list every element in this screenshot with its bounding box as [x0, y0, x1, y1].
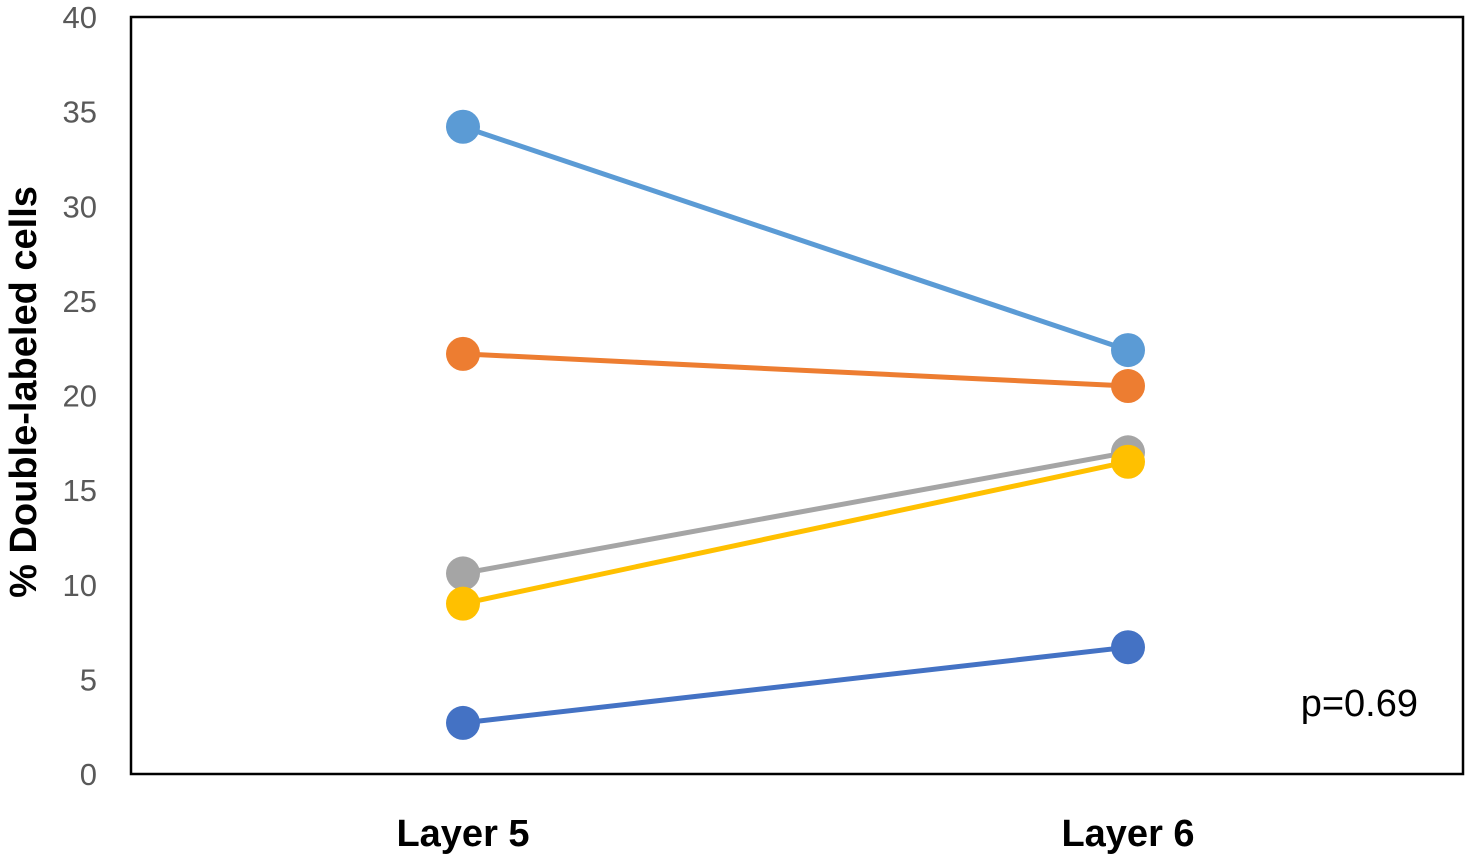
y-tick-label: 10 [63, 568, 97, 603]
p-value-annotation: p=0.69 [1301, 683, 1418, 725]
y-axis-title: % Double-labeled cells [3, 186, 45, 598]
y-tick-label: 25 [63, 284, 97, 319]
y-tick-label: 0 [80, 757, 97, 792]
y-tick-label: 20 [63, 379, 97, 414]
data-point [1111, 630, 1145, 665]
series-line [462, 449, 1129, 576]
plot-area [129, 15, 1465, 776]
x-axis-categories: Layer 5 Layer 6 [396, 813, 1194, 855]
y-tick-label: 35 [63, 95, 97, 130]
series-line [462, 351, 1129, 389]
data-point [1111, 444, 1145, 479]
data-point [446, 109, 480, 144]
series-line [462, 644, 1129, 726]
y-tick-label: 5 [80, 662, 97, 697]
data-point [1111, 333, 1145, 368]
y-tick-label: 40 [63, 0, 97, 35]
data-point [1111, 369, 1145, 404]
x-category-label: Layer 5 [396, 813, 529, 855]
data-point [446, 586, 480, 621]
data-point [446, 556, 480, 591]
series-line [462, 124, 1129, 353]
series-lines [462, 124, 1129, 726]
series-line [462, 459, 1129, 607]
x-category-label: Layer 6 [1061, 813, 1194, 855]
data-point [446, 705, 480, 740]
data-point [446, 336, 480, 371]
series-markers [446, 109, 1145, 740]
y-axis-ticks: 0 5 10 15 20 25 30 35 40 [63, 0, 97, 792]
y-tick-label: 30 [63, 189, 97, 224]
y-tick-label: 15 [63, 473, 97, 508]
series-layer [446, 109, 1145, 740]
